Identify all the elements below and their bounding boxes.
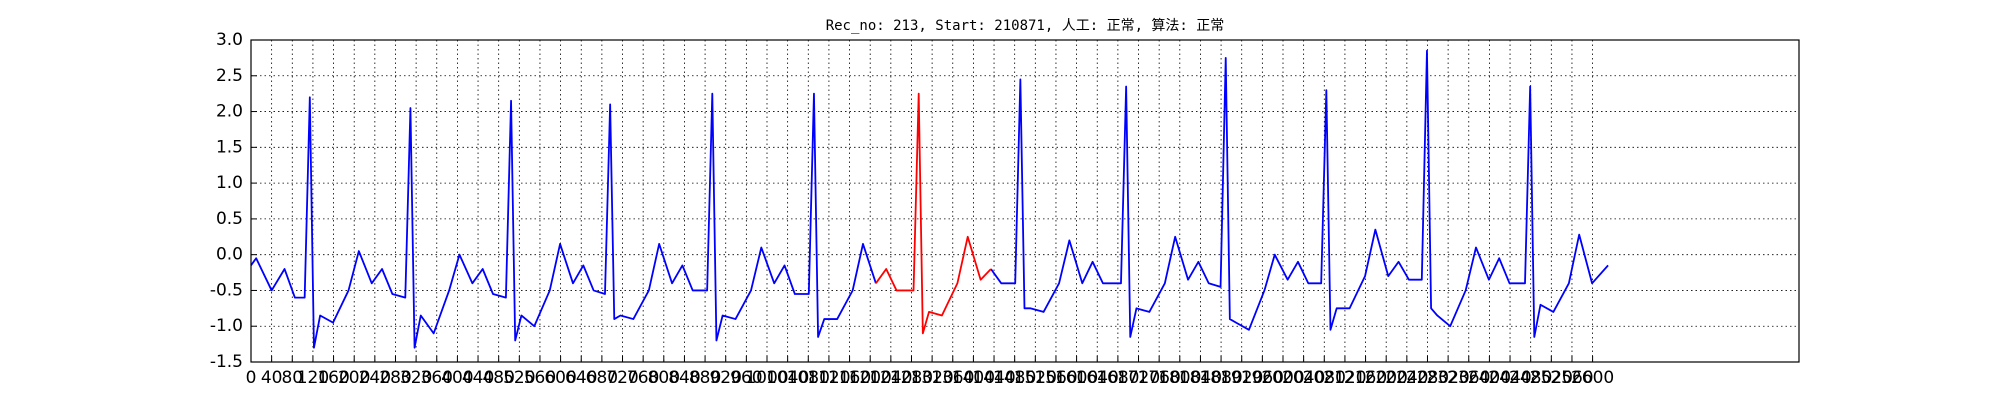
x-tick-label: 400 — [441, 368, 473, 388]
x-tick-label: 1480 — [993, 368, 1036, 388]
x-tick-label: 1800 — [1158, 368, 1201, 388]
x-tick-label: 1880 — [1199, 368, 1242, 388]
ecg-line — [875, 92, 992, 335]
x-tick-label: 2320 — [1426, 368, 1469, 388]
x-tick-label: 1160 — [828, 368, 871, 388]
x-tick-label: 2240 — [1385, 368, 1428, 388]
x-tick-label: 280 — [379, 368, 411, 388]
x-tick-label: 1360 — [931, 368, 974, 388]
x-tick-label: 1040 — [766, 368, 809, 388]
x-tick-label: 2560 — [1550, 368, 1593, 388]
x-tick-label: 200 — [338, 368, 370, 388]
chart-title: Rec_no: 213, Start: 210871, 人工: 正常, 算法: … — [826, 18, 1225, 34]
x-tick-label: 1520 — [1014, 368, 1057, 388]
x-tick-label: 2040 — [1282, 368, 1325, 388]
x-tick-label: 80 — [281, 368, 303, 388]
x-tick-label: 2520 — [1530, 368, 1573, 388]
x-tick-label: 1240 — [869, 368, 912, 388]
x-tick-label: 760 — [627, 368, 659, 388]
x-tick-label: 120 — [297, 368, 329, 388]
x-tick-label: 1640 — [1076, 368, 1119, 388]
y-tick-label: 3.0 — [216, 30, 243, 50]
y-tick-label: -0.5 — [210, 280, 243, 300]
x-tick-label: 2120 — [1323, 368, 1366, 388]
x-tick-label: 440 — [462, 368, 494, 388]
x-tick-label: 600 — [544, 368, 576, 388]
x-tick-label: 360 — [421, 368, 453, 388]
x-tick-label: 1680 — [1096, 368, 1139, 388]
x-tick-label: 1560 — [1034, 368, 1077, 388]
x-tick-label: 720 — [606, 368, 638, 388]
x-tick-label: 1400 — [952, 368, 995, 388]
x-tick-label: 560 — [524, 368, 556, 388]
y-tick-label: 2.5 — [216, 66, 243, 86]
x-tick-label: 2440 — [1488, 368, 1531, 388]
y-tick-label: -1.0 — [210, 316, 243, 336]
x-tick-label: 520 — [503, 368, 535, 388]
x-tick-label: 2200 — [1365, 368, 1408, 388]
x-tick-label: 1000 — [745, 368, 788, 388]
x-tick-label: 2480 — [1509, 368, 1552, 388]
x-tick-label: 2360 — [1447, 368, 1490, 388]
x-tick-label: 0 — [246, 368, 257, 388]
x-tick-label: 240 — [359, 368, 391, 388]
y-tick-label: 0.5 — [216, 209, 243, 229]
x-tick-label: 2160 — [1344, 368, 1387, 388]
x-tick-label: 1280 — [890, 368, 933, 388]
x-tick-label: 880 — [689, 368, 721, 388]
y-tick-label: 2.0 — [216, 102, 243, 122]
x-tick-label: 680 — [586, 368, 618, 388]
x-tick-label: 2400 — [1468, 368, 1511, 388]
x-tick-label: 840 — [668, 368, 700, 388]
x-tick-label: 1440 — [972, 368, 1015, 388]
x-tick-label: 960 — [730, 368, 762, 388]
x-tick-label: 1120 — [807, 368, 850, 388]
x-tick-label: 40 — [261, 368, 283, 388]
plot-frame — [250, 39, 1800, 363]
x-tick-label: 2000 — [1261, 368, 1304, 388]
x-tick-label: 1200 — [849, 368, 892, 388]
x-tick-label: 1720 — [1117, 368, 1160, 388]
ecg-line — [250, 49, 1609, 349]
x-tick-label: 2280 — [1406, 368, 1449, 388]
x-tick-label: 480 — [482, 368, 514, 388]
x-tick-label: 1760 — [1138, 368, 1181, 388]
x-tick-label: 1920 — [1220, 368, 1263, 388]
y-tick-label: -1.5 — [210, 352, 243, 372]
y-tick-label: 0.0 — [216, 245, 243, 265]
x-tick-label: 2080 — [1303, 368, 1346, 388]
x-tick-label: 800 — [648, 368, 680, 388]
y-tick-label: 1.0 — [216, 173, 243, 193]
x-tick-label: 1080 — [787, 368, 830, 388]
x-tick-label: 320 — [400, 368, 432, 388]
x-tick-label: 1320 — [910, 368, 953, 388]
x-tick-label: 160 — [317, 368, 349, 388]
x-tick-label: 1960 — [1241, 368, 1284, 388]
x-tick-label: 920 — [709, 368, 741, 388]
x-tick-label: 1600 — [1055, 368, 1098, 388]
y-tick-label: 1.5 — [216, 137, 243, 157]
x-tick-label: 640 — [565, 368, 597, 388]
x-tick-label: 2600 — [1571, 368, 1614, 388]
x-tick-label: 1840 — [1179, 368, 1222, 388]
